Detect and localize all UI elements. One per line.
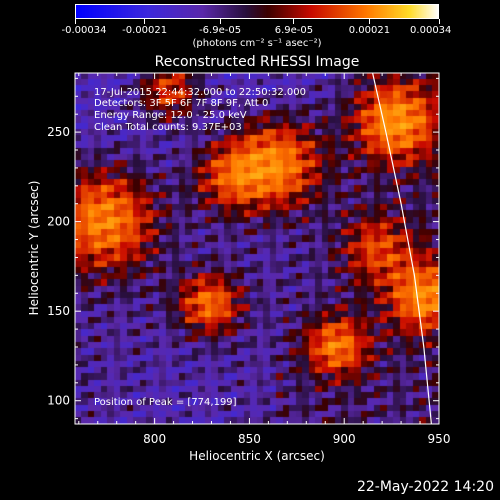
x-axis-title: Heliocentric X (arcsec) <box>189 449 325 463</box>
y-tick-label: 250 <box>47 125 70 139</box>
colorbar-unit-label: (photons cm⁻² s⁻¹ asec⁻²) <box>192 38 322 49</box>
colorbar-tick-label: -6.9e-05 <box>199 25 242 36</box>
colorbar <box>75 4 439 19</box>
colorbar-tick-label: -0.00034 <box>61 25 107 36</box>
x-tick-label: 900 <box>333 432 356 446</box>
colorbar-frame <box>75 4 439 19</box>
colorbar-tick-label: 6.9e-05 <box>274 25 314 36</box>
y-axis-title: Heliocentric Y (arcsec) <box>27 181 41 316</box>
colorbar-tick-label: -0.00021 <box>122 25 168 36</box>
colorbar-tick <box>368 19 370 24</box>
colorbar-tick-label: 0.00034 <box>410 25 452 36</box>
chart-title: Reconstructed RHESSI Image <box>154 54 360 70</box>
colorbar-tick <box>293 19 295 24</box>
y-tick-label: 100 <box>47 394 70 408</box>
colorbar-tick <box>74 19 76 24</box>
annotation-detectors: Detectors: 3F 5F 6F 7F 8F 9F, Att 0 <box>94 98 269 109</box>
heatmap-image <box>75 73 439 424</box>
annotation-peak-position: Position of Peak = [774,199] <box>94 397 237 408</box>
footer-timestamp: 22-May-2022 14:20 <box>356 479 494 495</box>
y-tick-label: 150 <box>47 304 70 318</box>
x-tick-label: 950 <box>428 432 451 446</box>
x-tick-label: 800 <box>143 432 166 446</box>
y-axis-ticks: 100 150 200 250 <box>47 77 439 420</box>
annotation-energy-range: Energy Range: 12.0 - 25.0 keV <box>94 110 247 121</box>
y-tick-label: 200 <box>47 215 70 229</box>
colorbar-tick <box>144 19 146 24</box>
colorbar-tick-label: 0.00021 <box>348 25 391 36</box>
solar-limb-curve <box>372 72 432 425</box>
plot-frame <box>74 72 440 425</box>
x-axis-ticks: 800 850 900 950 <box>78 73 451 446</box>
x-tick-label: 850 <box>238 432 261 446</box>
annotation-method-counts: Clean Total counts: 9.37E+03 <box>94 122 242 133</box>
colorbar-tick <box>438 19 440 24</box>
annotation-time-range: 17-Jul-2015 22:44:32.000 to 22:50:32.000 <box>94 87 306 98</box>
colorbar-tick <box>219 19 221 24</box>
